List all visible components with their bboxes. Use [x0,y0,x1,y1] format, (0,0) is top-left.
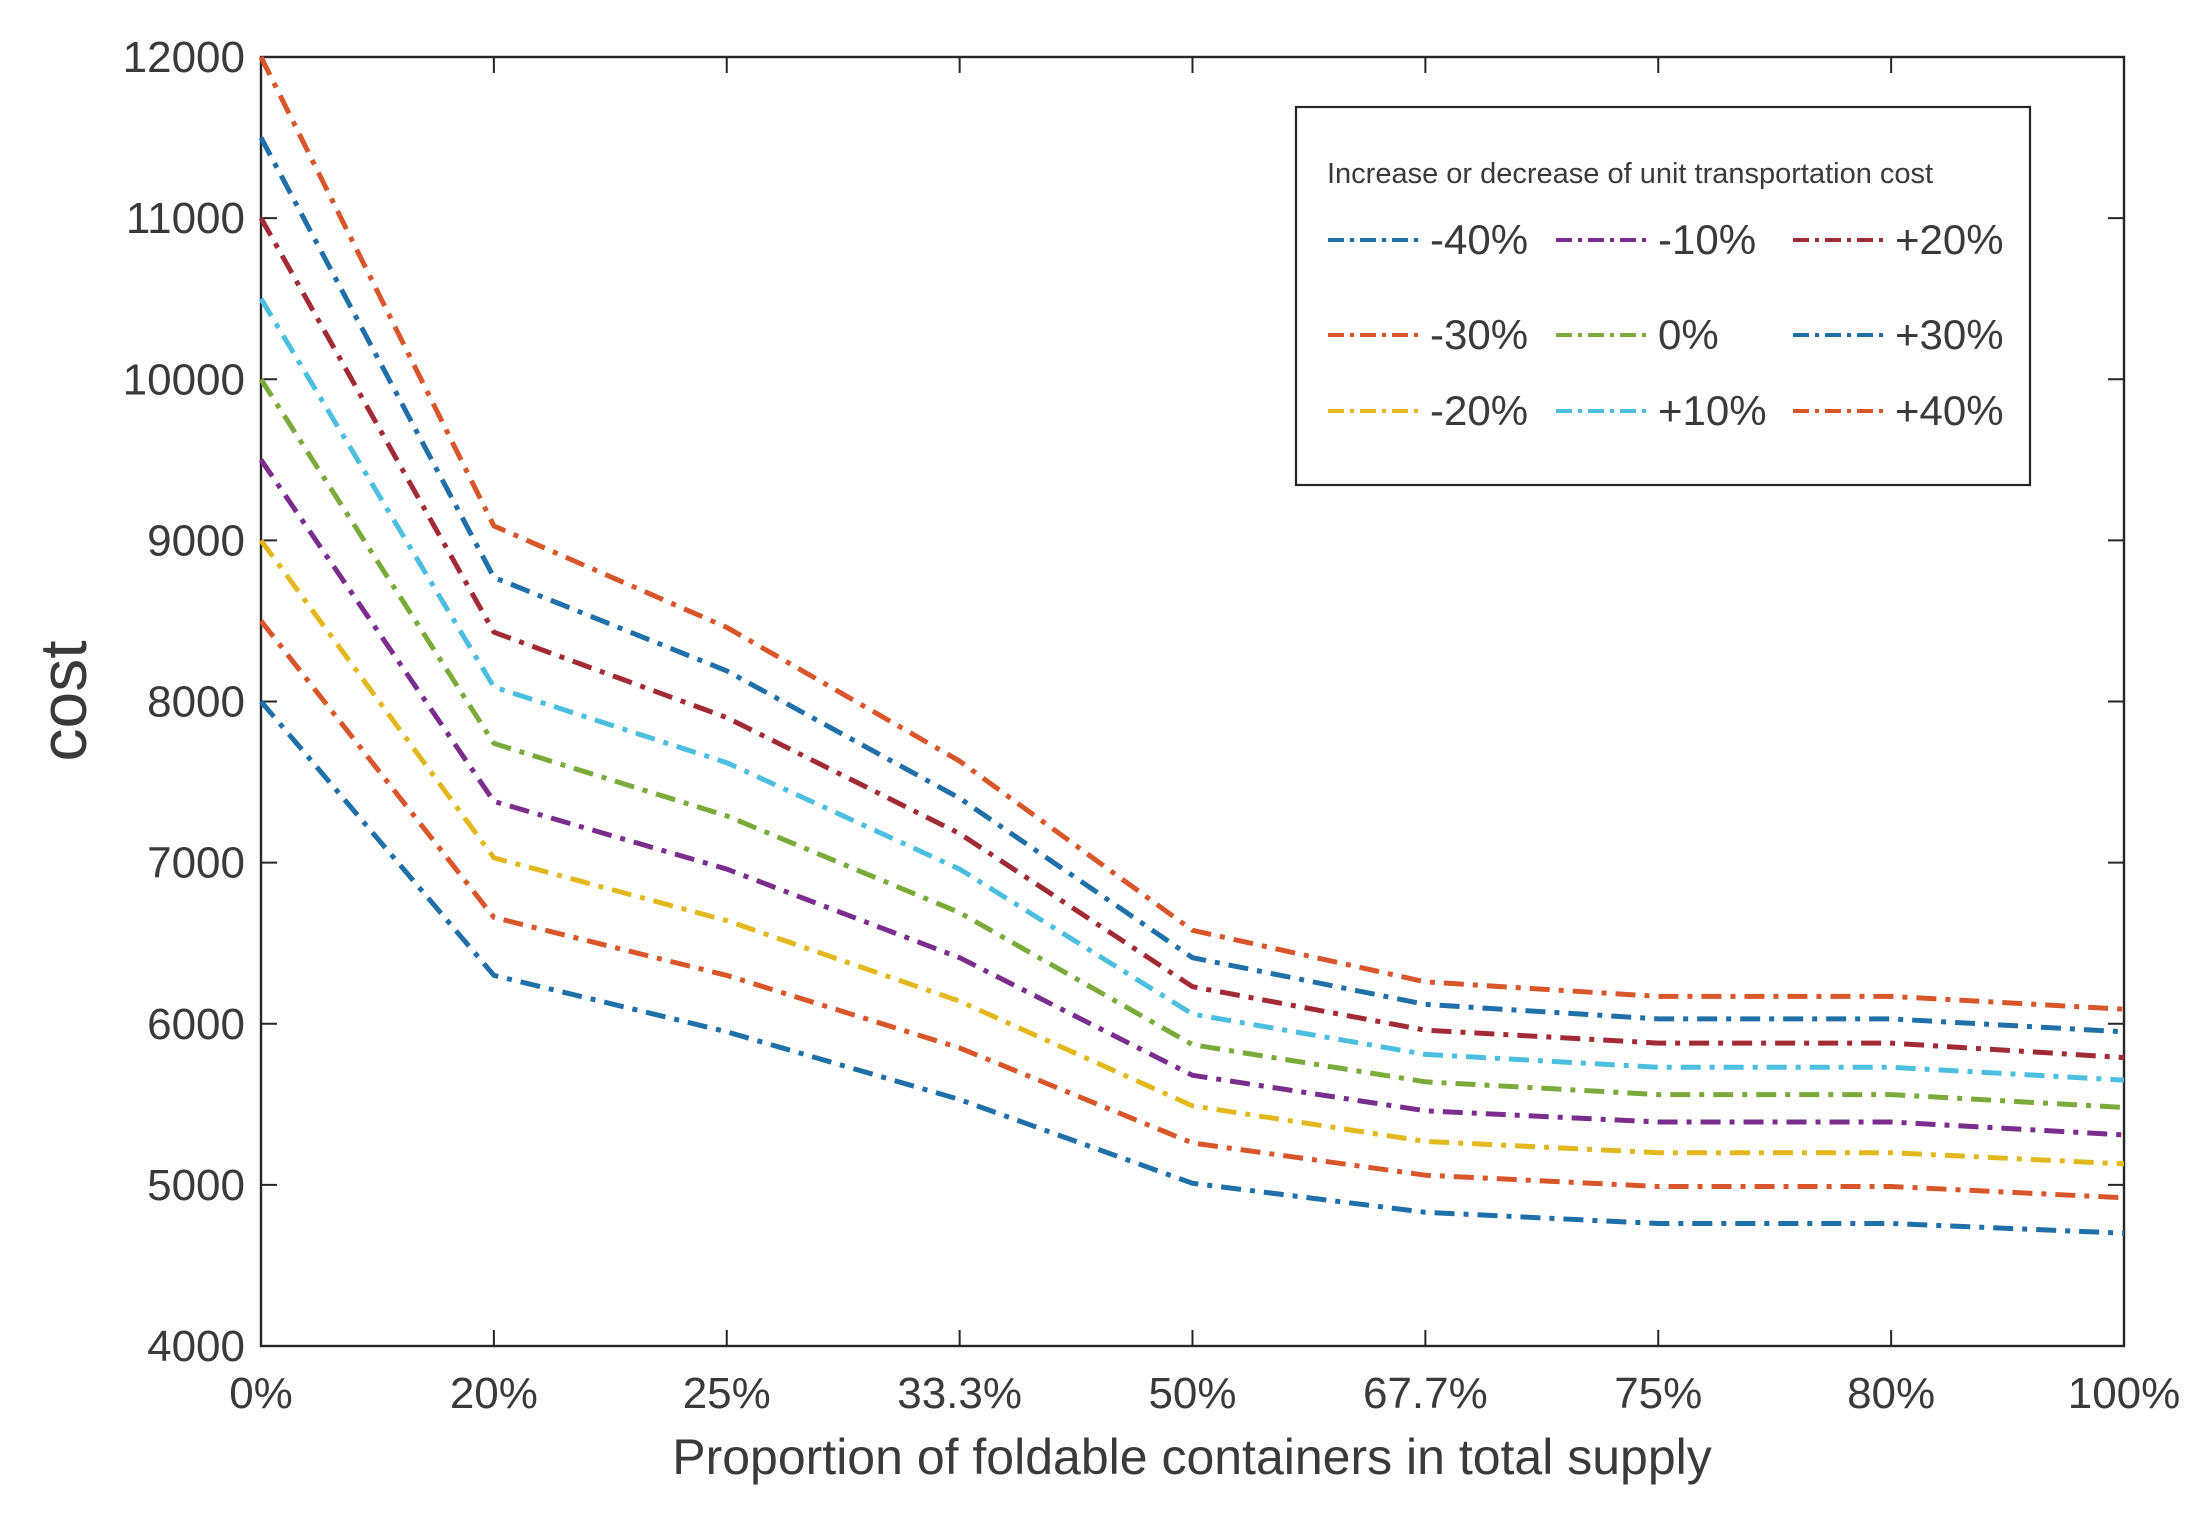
series-line [259,619,2125,1201]
y-tick-label: 6000 [147,1000,245,1049]
series-line [258,216,2125,1061]
legend-label: -40% [1430,216,1528,263]
x-axis-title: Proportion of foldable containers in tot… [672,1429,1712,1485]
legend-label: +20% [1895,216,2004,263]
y-tick-label: 12000 [123,33,245,82]
legend-items: -40% -10% +20% -30% 0% +30% -20% +10% +40% [1328,216,2004,434]
legend-title: Increase or decrease of unit transportat… [1327,158,1933,190]
series-line [258,55,2125,1012]
x-tick-label: 50% [1148,1369,1236,1418]
y-tick-label: 11000 [126,194,245,243]
x-tick-label: 75% [1614,1369,1702,1418]
series-line [258,136,2125,1035]
legend-label: +10% [1658,387,1767,434]
legend-box [1294,105,2032,487]
legend-label: -20% [1430,387,1528,434]
x-tick-label: 25% [683,1369,771,1418]
y-tick-label: 9000 [147,516,245,565]
series-line [259,699,2125,1236]
y-tick-label: 7000 [147,839,245,888]
y-tick-label: 10000 [123,355,245,404]
legend-label: +40% [1895,387,2004,434]
legend-label: -30% [1430,311,1528,358]
x-tick-label: 67.7% [1363,1369,1488,1418]
series-line [258,377,2125,1110]
series-lines [258,55,2125,1236]
x-tick-label: 20% [450,1369,538,1418]
y-tick-label: 8000 [147,678,245,727]
x-tick-label: 100% [2068,1369,2181,1418]
x-tick-label: 80% [1847,1369,1935,1418]
legend-label: +30% [1895,311,2004,358]
x-tick-label: 0% [229,1369,293,1418]
axis-ticks: 4000 5000 6000 7000 8000 9000 10000 11000 12000 0… [123,33,2181,1418]
legend: Increase or decrease of unit transportat… [1294,105,2032,487]
legend-label: 0% [1658,311,1719,358]
y-tick-label: 4000 [147,1322,245,1371]
series-line [258,297,2125,1083]
x-tick-label: 33.3% [897,1369,1022,1418]
series-line [258,458,2125,1138]
y-axis-title: cost [26,640,100,761]
series-line [258,538,2125,1167]
y-tick-label: 5000 [147,1161,245,1210]
legend-label: -10% [1658,216,1756,263]
